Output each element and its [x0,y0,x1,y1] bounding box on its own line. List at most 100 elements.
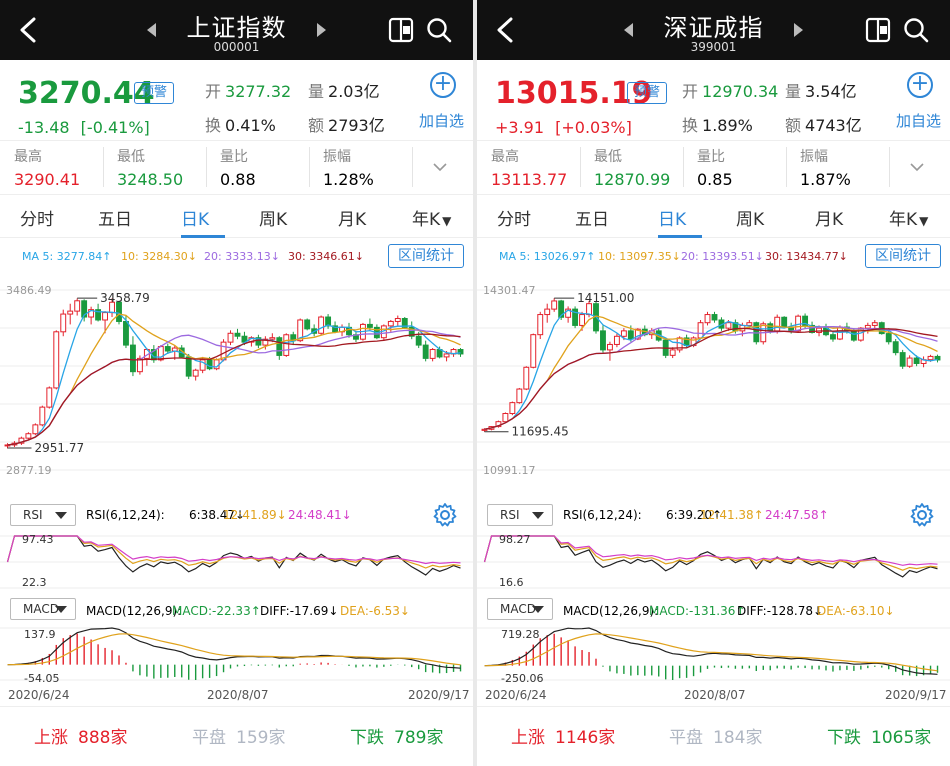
triangle-right-icon[interactable] [317,23,326,37]
triangle-left-icon[interactable] [624,23,633,37]
candle [67,310,74,315]
stat-high: 最高 13113.77 [491,146,567,189]
tab-yearly-k[interactable]: 年K ▼ [412,205,451,230]
tab-daily-k[interactable]: 日K [658,210,687,230]
candle [116,301,122,322]
macd-legend: MACD MACD(12,26,9): MACD:-131.36↑ DIFF:-… [477,596,950,622]
plus-circle-icon[interactable]: + [430,72,456,98]
quote-summary: 3270.44 预警 -13.48 [-0.41%] 开 3277.32 量 2.0… [0,60,473,190]
candle [551,300,558,310]
axis-min-label: 10991.17 [483,464,536,477]
chevron-down-icon[interactable] [909,159,925,175]
tab-five-day[interactable]: 五日 [575,210,609,230]
triangle-left-icon[interactable] [147,23,156,37]
price-alert-button[interactable]: 预警 [627,82,668,104]
candle [746,322,753,326]
split-screen-icon[interactable] [388,17,414,43]
axis-min-label: 2877.19 [6,464,52,477]
candle [850,330,857,341]
candle [704,314,711,324]
tab-daily-k[interactable]: 日K [181,210,210,230]
indicator-select-rsi[interactable]: RSI [487,504,553,526]
rsi24-line [483,535,938,566]
volume-value: 3.54亿 [805,82,857,101]
change-value: -13.48 [18,118,70,137]
candle [297,319,304,342]
range-stats-button[interactable]: 区间统计 [388,244,464,268]
change-value: +3.91 [495,118,545,137]
macd-min-label: -54.05 [24,672,59,685]
stat-value: 0.85 [697,170,733,189]
tab-weekly-k[interactable]: 周K [259,210,288,230]
indicator-select-rsi[interactable]: RSI [10,504,76,526]
add-to-watchlist-button[interactable]: 加自选 [896,112,942,130]
advancers-count: 1146家 [555,728,616,748]
amount-value: 4743亿 [805,116,862,135]
rsi24-value: 24:47.58↑ [765,508,829,522]
candle [206,359,213,370]
price-alert-button[interactable]: 预警 [134,82,175,104]
ma10-value: 10: 3284.30↓ [121,250,197,263]
candle [600,330,606,351]
chevron-left-icon[interactable] [14,14,44,46]
candle [613,335,620,345]
tab-five-day[interactable]: 五日 [98,210,132,230]
macd-chart: 137.9 -54.05 [0,627,473,685]
candle [32,424,39,435]
indicator-select-macd[interactable]: MACD [10,598,76,620]
tab-weekly-k[interactable]: 周K [736,210,765,230]
macd-value: MACD:-131.36↑ [649,604,746,618]
tab-intraday[interactable]: 分时 [497,210,531,230]
search-icon[interactable] [425,16,453,44]
chevron-down-icon[interactable] [432,159,448,175]
candle [408,326,415,337]
triangle-right-icon[interactable] [794,23,803,37]
tab-yearly-label: 年K [889,210,918,230]
candle [74,300,81,312]
chevron-left-icon[interactable] [491,14,521,46]
tab-intraday[interactable]: 分时 [20,210,54,230]
candle [81,300,88,318]
candle [565,308,572,318]
quote-summary: 13015.19 预警 +3.91 [+0.03%] 开 12970.34 量 3.… [477,60,950,190]
stat-volume-ratio: 量比 0.88 [220,146,256,189]
candle [429,349,436,359]
macd-legend: MACD MACD(12,26,9): MACD:-22.33↑ DIFF:-1… [0,596,473,622]
stat-value: 3290.41 [14,170,81,189]
ma20-line [484,326,938,430]
range-stats-button[interactable]: 区间统计 [865,244,941,268]
stat-label: 振幅 [800,149,828,165]
rsi-params: RSI(6,12,24): [563,508,642,522]
gear-icon[interactable] [909,502,935,528]
turnover-label: 换 [205,116,222,135]
macd-max-label: 137.9 [24,628,56,641]
diff-line [484,627,938,675]
gear-icon[interactable] [432,502,458,528]
indicator-select-macd[interactable]: MACD [487,598,553,620]
tab-yearly-k[interactable]: 年K ▼ [889,205,928,230]
date-start: 2020/6/24 [8,688,70,702]
rsi12-line [6,535,461,569]
candle [60,313,67,333]
candle [753,322,760,343]
open-value: 12970.34 [702,82,779,101]
tab-monthly-k[interactable]: 月K [815,210,844,230]
candle [304,319,311,330]
stat-value: 0.88 [220,170,256,189]
candle [401,318,408,328]
amount-label: 额 [785,116,802,135]
rsi12-value: 12:41.89↓ [223,508,287,522]
rsi6-line [6,535,461,576]
candle [837,326,843,340]
ma30-value: 30: 3346.61↓ [288,250,364,263]
decliners-count: 1065家 [871,728,932,748]
tab-monthly-k[interactable]: 月K [338,210,367,230]
candle [318,316,325,334]
plus-circle-icon[interactable]: + [907,72,933,98]
candle [558,300,565,318]
split-screen-icon[interactable] [865,17,891,43]
rsi-chart: 98.27 16.6 [477,533,950,589]
add-to-watchlist-button[interactable]: 加自选 [419,112,465,130]
search-icon[interactable] [902,16,930,44]
macd-value: MACD:-22.33↑ [172,604,261,618]
